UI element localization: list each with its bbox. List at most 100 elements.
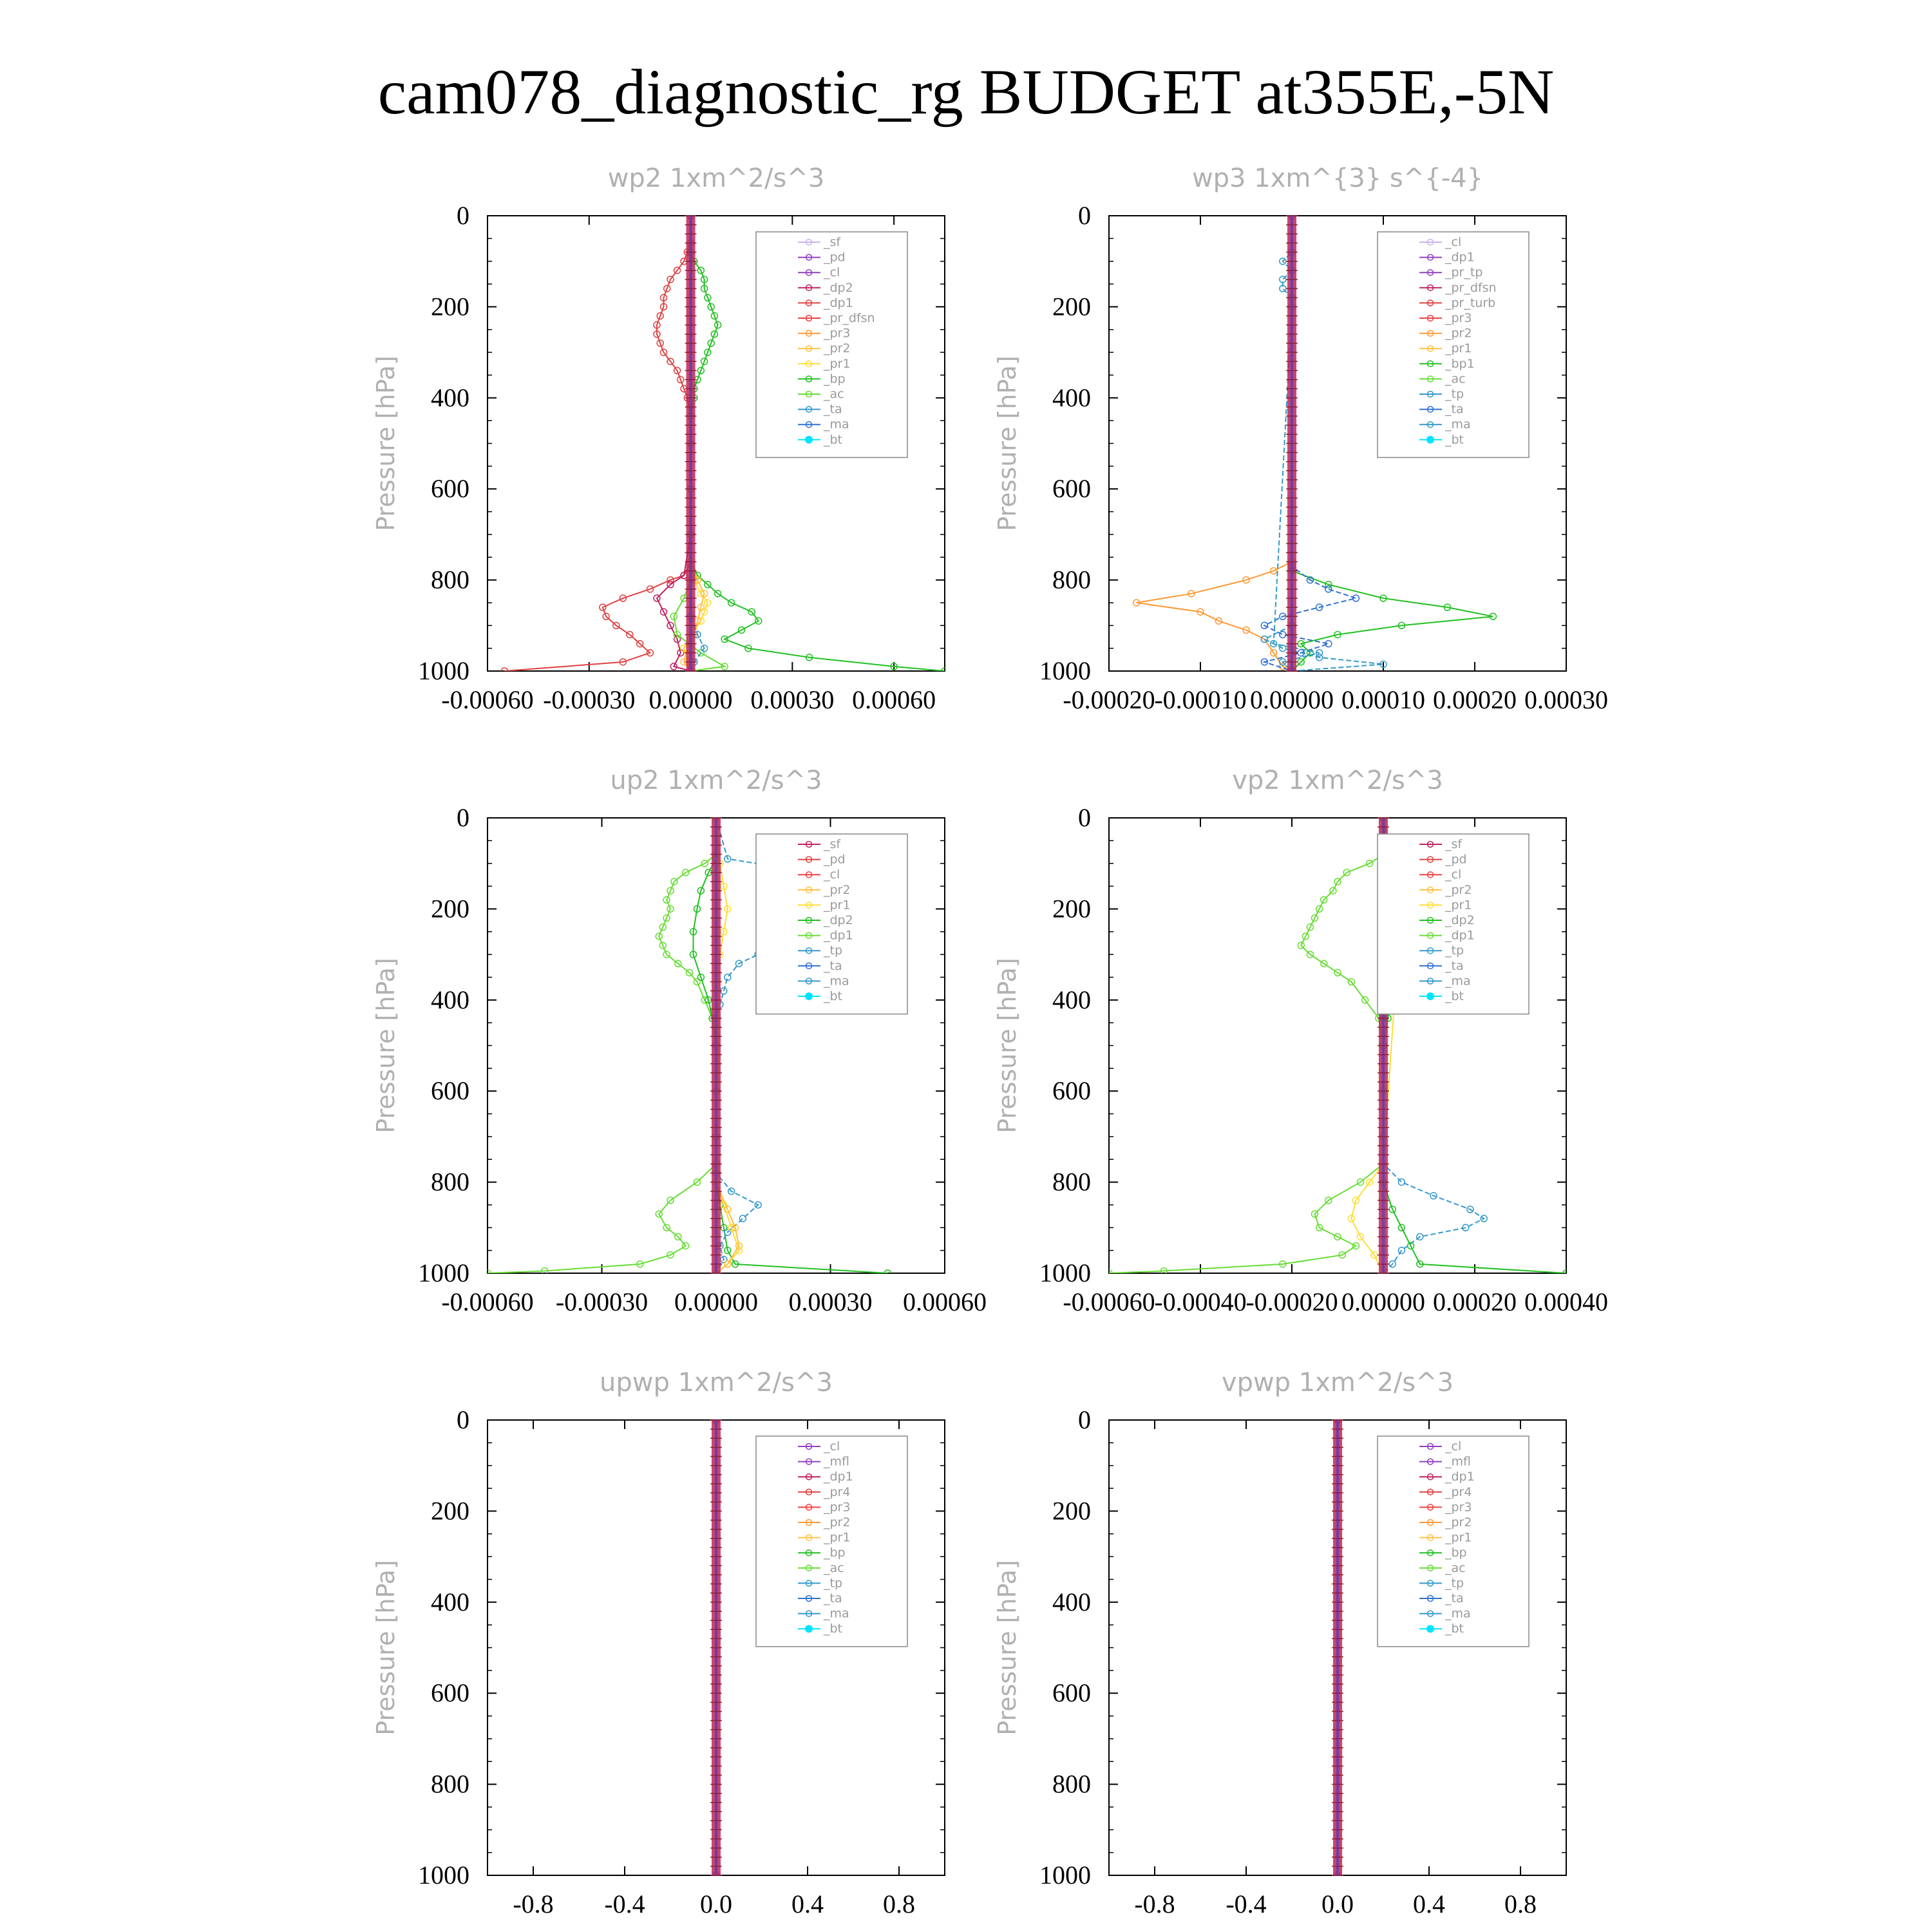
legend-marker	[1426, 390, 1434, 398]
legend-label: _ma	[823, 974, 849, 988]
legend-label: _pr2	[823, 1515, 850, 1530]
series-marker	[646, 649, 654, 657]
y-tick-label: 400	[1052, 1587, 1091, 1616]
series-line	[1273, 216, 1320, 671]
series-marker	[710, 330, 719, 338]
series-marker	[667, 1197, 674, 1204]
legend-label: _cl	[823, 1439, 840, 1454]
legend-marker	[1426, 375, 1434, 383]
legend-marker	[805, 269, 813, 276]
x-tick-label: 0.00040	[1524, 1287, 1608, 1316]
y-axis-label: Pressure [hPa]	[372, 958, 400, 1133]
legend-label: _pr2	[823, 341, 850, 355]
series-marker	[1197, 608, 1204, 616]
series-marker	[1279, 1260, 1287, 1268]
legend-marker	[805, 299, 813, 307]
series-marker	[735, 960, 743, 967]
series-marker	[667, 905, 674, 913]
x-tick-label: -0.4	[604, 1889, 645, 1918]
legend-label: _pr2	[823, 883, 850, 897]
legend-label: _mfl	[823, 1455, 849, 1469]
series-marker	[727, 1187, 735, 1195]
series-marker	[693, 905, 701, 913]
legend-label: _cl	[1444, 235, 1461, 249]
series-marker	[1269, 649, 1278, 657]
legend-label: _cl	[823, 265, 840, 279]
legend-marker	[805, 1504, 813, 1511]
legend-marker	[1426, 962, 1434, 970]
x-tick-label: 0.00060	[903, 1287, 987, 1316]
legend-label: _ta	[823, 402, 842, 417]
legend-label: _tp	[823, 943, 842, 958]
series-marker	[653, 330, 661, 338]
legend-marker	[1426, 421, 1434, 428]
series-marker	[1329, 887, 1337, 895]
legend-marker	[1426, 902, 1434, 909]
legend-label: _mfl	[1444, 1455, 1471, 1469]
legend-box	[1377, 231, 1530, 459]
series-marker	[1297, 658, 1305, 666]
series-marker	[1325, 1197, 1332, 1204]
legend-marker	[1426, 1564, 1434, 1572]
series-marker	[667, 621, 674, 630]
series-marker	[724, 905, 732, 913]
series-marker	[689, 928, 697, 936]
x-tick-label: -0.00030	[556, 1287, 648, 1316]
series-marker	[500, 667, 509, 671]
legend-label: _bp	[823, 372, 846, 386]
legend-label: _tp	[1444, 943, 1464, 958]
series-marker	[1132, 599, 1141, 607]
series-marker	[1343, 869, 1350, 876]
series-marker	[701, 859, 708, 867]
series-marker	[1365, 1178, 1374, 1186]
x-tick-label: 0.00000	[674, 1287, 758, 1316]
series-marker	[1269, 639, 1278, 648]
series-marker	[724, 1260, 732, 1268]
x-tick-label: 0.8	[1504, 1889, 1537, 1918]
y-tick-label: 800	[1052, 1168, 1091, 1197]
legend-marker	[1426, 1595, 1434, 1602]
legend-label: _dp1	[823, 929, 853, 943]
legend-label: _ac	[1444, 372, 1466, 386]
legend-label: _pr_dfsn	[1444, 281, 1497, 295]
legend-label: _ma	[1444, 1607, 1471, 1621]
legend-label: _dp2	[823, 281, 853, 295]
legend-marker	[1426, 1580, 1434, 1587]
y-tick-label: 200	[431, 292, 469, 321]
series-marker	[673, 366, 681, 375]
legend-marker	[1426, 1534, 1434, 1541]
y-tick-label: 1000	[418, 1258, 469, 1287]
x-tick-label: 0.8	[883, 1889, 915, 1918]
series-marker	[599, 603, 607, 611]
series-marker	[1334, 630, 1341, 639]
series-marker	[1352, 1197, 1360, 1204]
legend-marker	[805, 1473, 813, 1481]
series-marker	[739, 1215, 747, 1222]
series-marker	[1306, 576, 1314, 584]
legend-marker	[1426, 284, 1434, 292]
legend-label: _tp	[1444, 1576, 1464, 1590]
legend-label: _cl	[1444, 1439, 1461, 1454]
legend-marker	[1426, 1443, 1434, 1450]
legend-marker	[1426, 947, 1434, 954]
legend-marker	[805, 314, 813, 322]
legend-marker	[1426, 345, 1434, 352]
series-marker	[735, 1242, 743, 1250]
series-line	[1262, 216, 1358, 671]
y-axis-label: Pressure [hPa]	[993, 958, 1021, 1133]
series-marker	[673, 630, 681, 639]
series-marker	[1388, 1260, 1396, 1268]
y-tick-label: 800	[1052, 1770, 1091, 1799]
series-marker	[626, 630, 634, 639]
series-marker	[681, 1242, 690, 1250]
series-marker	[677, 375, 685, 384]
x-tick-label: 0.00020	[1433, 685, 1517, 714]
legend-marker	[1426, 1519, 1434, 1526]
series-marker	[1338, 1251, 1346, 1259]
series-marker	[1388, 1206, 1396, 1213]
legend-marker	[805, 1519, 813, 1526]
legend-marker	[1426, 1549, 1434, 1557]
y-tick-label: 600	[431, 1076, 469, 1105]
legend-label: _dp1	[1444, 251, 1475, 265]
legend-marker	[1426, 1504, 1434, 1511]
